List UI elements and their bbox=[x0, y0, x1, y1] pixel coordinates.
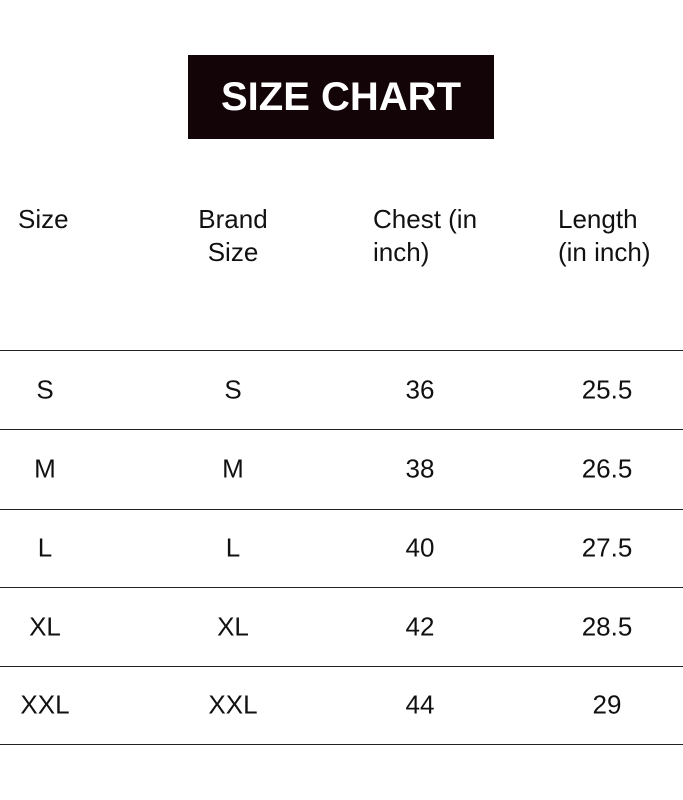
cell-brand-size: L bbox=[225, 532, 241, 563]
cell-brand-size: XL bbox=[217, 611, 249, 641]
header-brand-line1: Brand bbox=[198, 204, 268, 234]
cell-length: 29 bbox=[592, 689, 622, 720]
cell-chest: 44 bbox=[405, 689, 435, 720]
cell-size: S bbox=[36, 374, 54, 404]
cell-size: M bbox=[34, 453, 56, 484]
cell-brand-size: XXL bbox=[208, 689, 258, 720]
row-divider bbox=[0, 350, 683, 351]
title-banner: SIZE CHART bbox=[188, 55, 494, 139]
header-chest: Chest (in inch) bbox=[373, 203, 477, 269]
row-divider bbox=[0, 744, 683, 745]
row-divider bbox=[0, 429, 683, 430]
header-length-line1: Length bbox=[558, 204, 638, 234]
row-divider bbox=[0, 666, 683, 667]
cell-chest: 36 bbox=[405, 374, 435, 404]
cell-length: 25.5 bbox=[581, 374, 633, 404]
header-chest-line2: inch) bbox=[373, 237, 430, 267]
row-divider bbox=[0, 509, 683, 510]
header-size: Size bbox=[18, 203, 69, 236]
header-brand-line2: Size bbox=[207, 237, 259, 267]
cell-length: 27.5 bbox=[581, 532, 633, 563]
cell-chest: 40 bbox=[405, 532, 435, 563]
header-brand-size: Brand Size bbox=[198, 203, 267, 269]
header-chest-line1: Chest (in bbox=[373, 204, 478, 234]
header-length-line2: (in inch) bbox=[558, 237, 651, 267]
cell-chest: 42 bbox=[405, 611, 435, 641]
cell-size: XL bbox=[29, 611, 61, 641]
cell-size: L bbox=[37, 532, 53, 563]
header-size-line: Size bbox=[18, 204, 69, 234]
cell-length: 28.5 bbox=[581, 611, 633, 641]
cell-size: XXL bbox=[20, 689, 70, 720]
header-length: Length (in inch) bbox=[558, 203, 650, 269]
cell-chest: 38 bbox=[405, 453, 435, 484]
cell-brand-size: S bbox=[224, 374, 242, 404]
cell-length: 26.5 bbox=[581, 453, 633, 484]
cell-brand-size: M bbox=[222, 453, 244, 484]
row-divider bbox=[0, 587, 683, 588]
page-title: SIZE CHART bbox=[221, 74, 461, 119]
